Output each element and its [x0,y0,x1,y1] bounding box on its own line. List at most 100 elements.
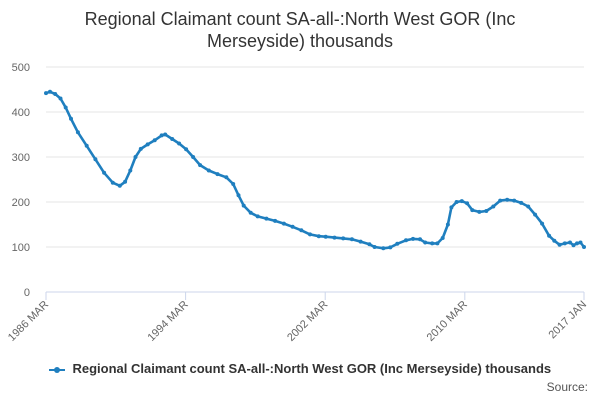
data-point[interactable] [323,234,328,239]
series-line[interactable] [44,90,586,250]
data-point[interactable] [236,193,241,198]
data-point[interactable] [395,241,400,246]
data-point[interactable] [290,224,295,229]
data-point[interactable] [93,157,98,162]
data-point[interactable] [540,221,545,226]
data-point[interactable] [191,155,196,159]
data-point[interactable] [63,105,68,110]
data-point[interactable] [533,212,538,217]
data-point[interactable] [241,203,246,208]
data-point[interactable] [44,91,48,96]
x-axis [45,291,585,300]
data-point[interactable] [477,209,482,214]
data-point[interactable] [445,222,450,227]
data-point[interactable] [582,245,586,249]
data-point[interactable] [224,175,229,180]
x-tick-label: 1994 MAR [145,299,190,344]
data-point[interactable] [557,242,562,247]
data-point[interactable] [418,237,422,242]
data-point[interactable] [281,221,286,226]
data-point[interactable] [498,198,503,203]
data-point[interactable] [388,245,393,250]
data-point[interactable] [255,214,260,219]
data-point[interactable] [512,198,517,203]
data-point[interactable] [454,200,459,204]
data-point[interactable] [308,232,312,237]
data-point[interactable] [177,141,182,146]
data-point[interactable] [571,243,576,248]
data-point[interactable] [117,183,122,188]
data-point[interactable] [578,240,583,245]
data-point[interactable] [358,239,363,244]
data-point[interactable] [264,216,269,221]
y-tick-label: 200 [12,197,30,209]
data-point[interactable] [465,201,470,206]
data-point[interactable] [411,236,415,241]
data-point[interactable] [526,204,531,209]
data-point[interactable] [430,241,435,246]
data-point[interactable] [170,137,175,141]
data-point[interactable] [440,236,445,240]
data-point[interactable] [491,204,496,209]
data-point[interactable] [341,236,346,241]
data-point[interactable] [123,179,128,184]
y-tick-label: 100 [12,242,30,254]
data-point[interactable] [372,245,377,249]
data-point[interactable] [128,168,133,173]
data-point[interactable] [547,233,552,238]
data-point[interactable] [145,142,150,147]
data-point[interactable] [449,205,454,210]
data-point[interactable] [299,228,304,233]
data-point[interactable] [110,180,115,185]
data-point[interactable] [53,92,58,96]
data-point[interactable] [316,234,321,239]
grid-lines [46,66,584,248]
data-point[interactable] [470,208,475,213]
data-point[interactable] [435,241,440,246]
data-point[interactable] [459,199,464,204]
data-point[interactable] [332,235,337,240]
data-point[interactable] [138,146,143,151]
legend-label: Regional Claimant count SA-all-:North We… [72,361,552,376]
data-point[interactable] [215,172,220,177]
data-point[interactable] [133,155,138,159]
data-point[interactable] [575,241,579,246]
legend[interactable]: Regional Claimant count SA-all-:North We… [0,361,600,376]
series-line-group[interactable] [44,89,586,251]
data-point[interactable] [69,116,73,121]
data-point[interactable] [48,89,52,94]
y-tick-label: 400 [12,107,30,119]
data-point[interactable] [423,240,428,245]
data-point[interactable] [273,218,278,223]
data-point[interactable] [102,170,107,175]
chart-title: Regional Claimant count SA-all-:North We… [0,8,600,52]
data-point[interactable] [75,130,80,135]
data-point[interactable] [367,242,372,247]
data-point[interactable] [58,96,63,101]
data-point[interactable] [231,182,236,186]
data-point[interactable] [519,200,524,205]
y-tick-label: 300 [12,152,30,164]
x-tick-label: 2010 MAR [425,299,470,344]
y-tick-label: 0 [24,287,30,299]
data-point[interactable] [381,246,386,251]
data-point[interactable] [84,143,89,148]
data-point[interactable] [159,133,164,138]
data-point[interactable] [163,132,168,137]
data-point[interactable] [404,238,408,243]
data-point[interactable] [349,237,354,242]
data-point[interactable] [198,163,203,168]
y-axis-labels: 0 100 200 300 400 500 [12,62,30,299]
data-point[interactable] [248,210,253,215]
data-point[interactable] [568,240,572,245]
x-axis-labels: 1986 MAR 1994 MAR 2002 MAR 2010 MAR 2017 JAN [6,299,589,344]
data-point[interactable] [552,238,557,243]
data-point[interactable] [484,209,489,213]
data-point[interactable] [184,147,189,152]
data-point[interactable] [505,197,510,202]
data-point[interactable] [152,138,157,143]
data-point[interactable] [206,168,211,173]
y-tick-label: 500 [12,62,30,74]
data-point[interactable] [562,241,567,246]
